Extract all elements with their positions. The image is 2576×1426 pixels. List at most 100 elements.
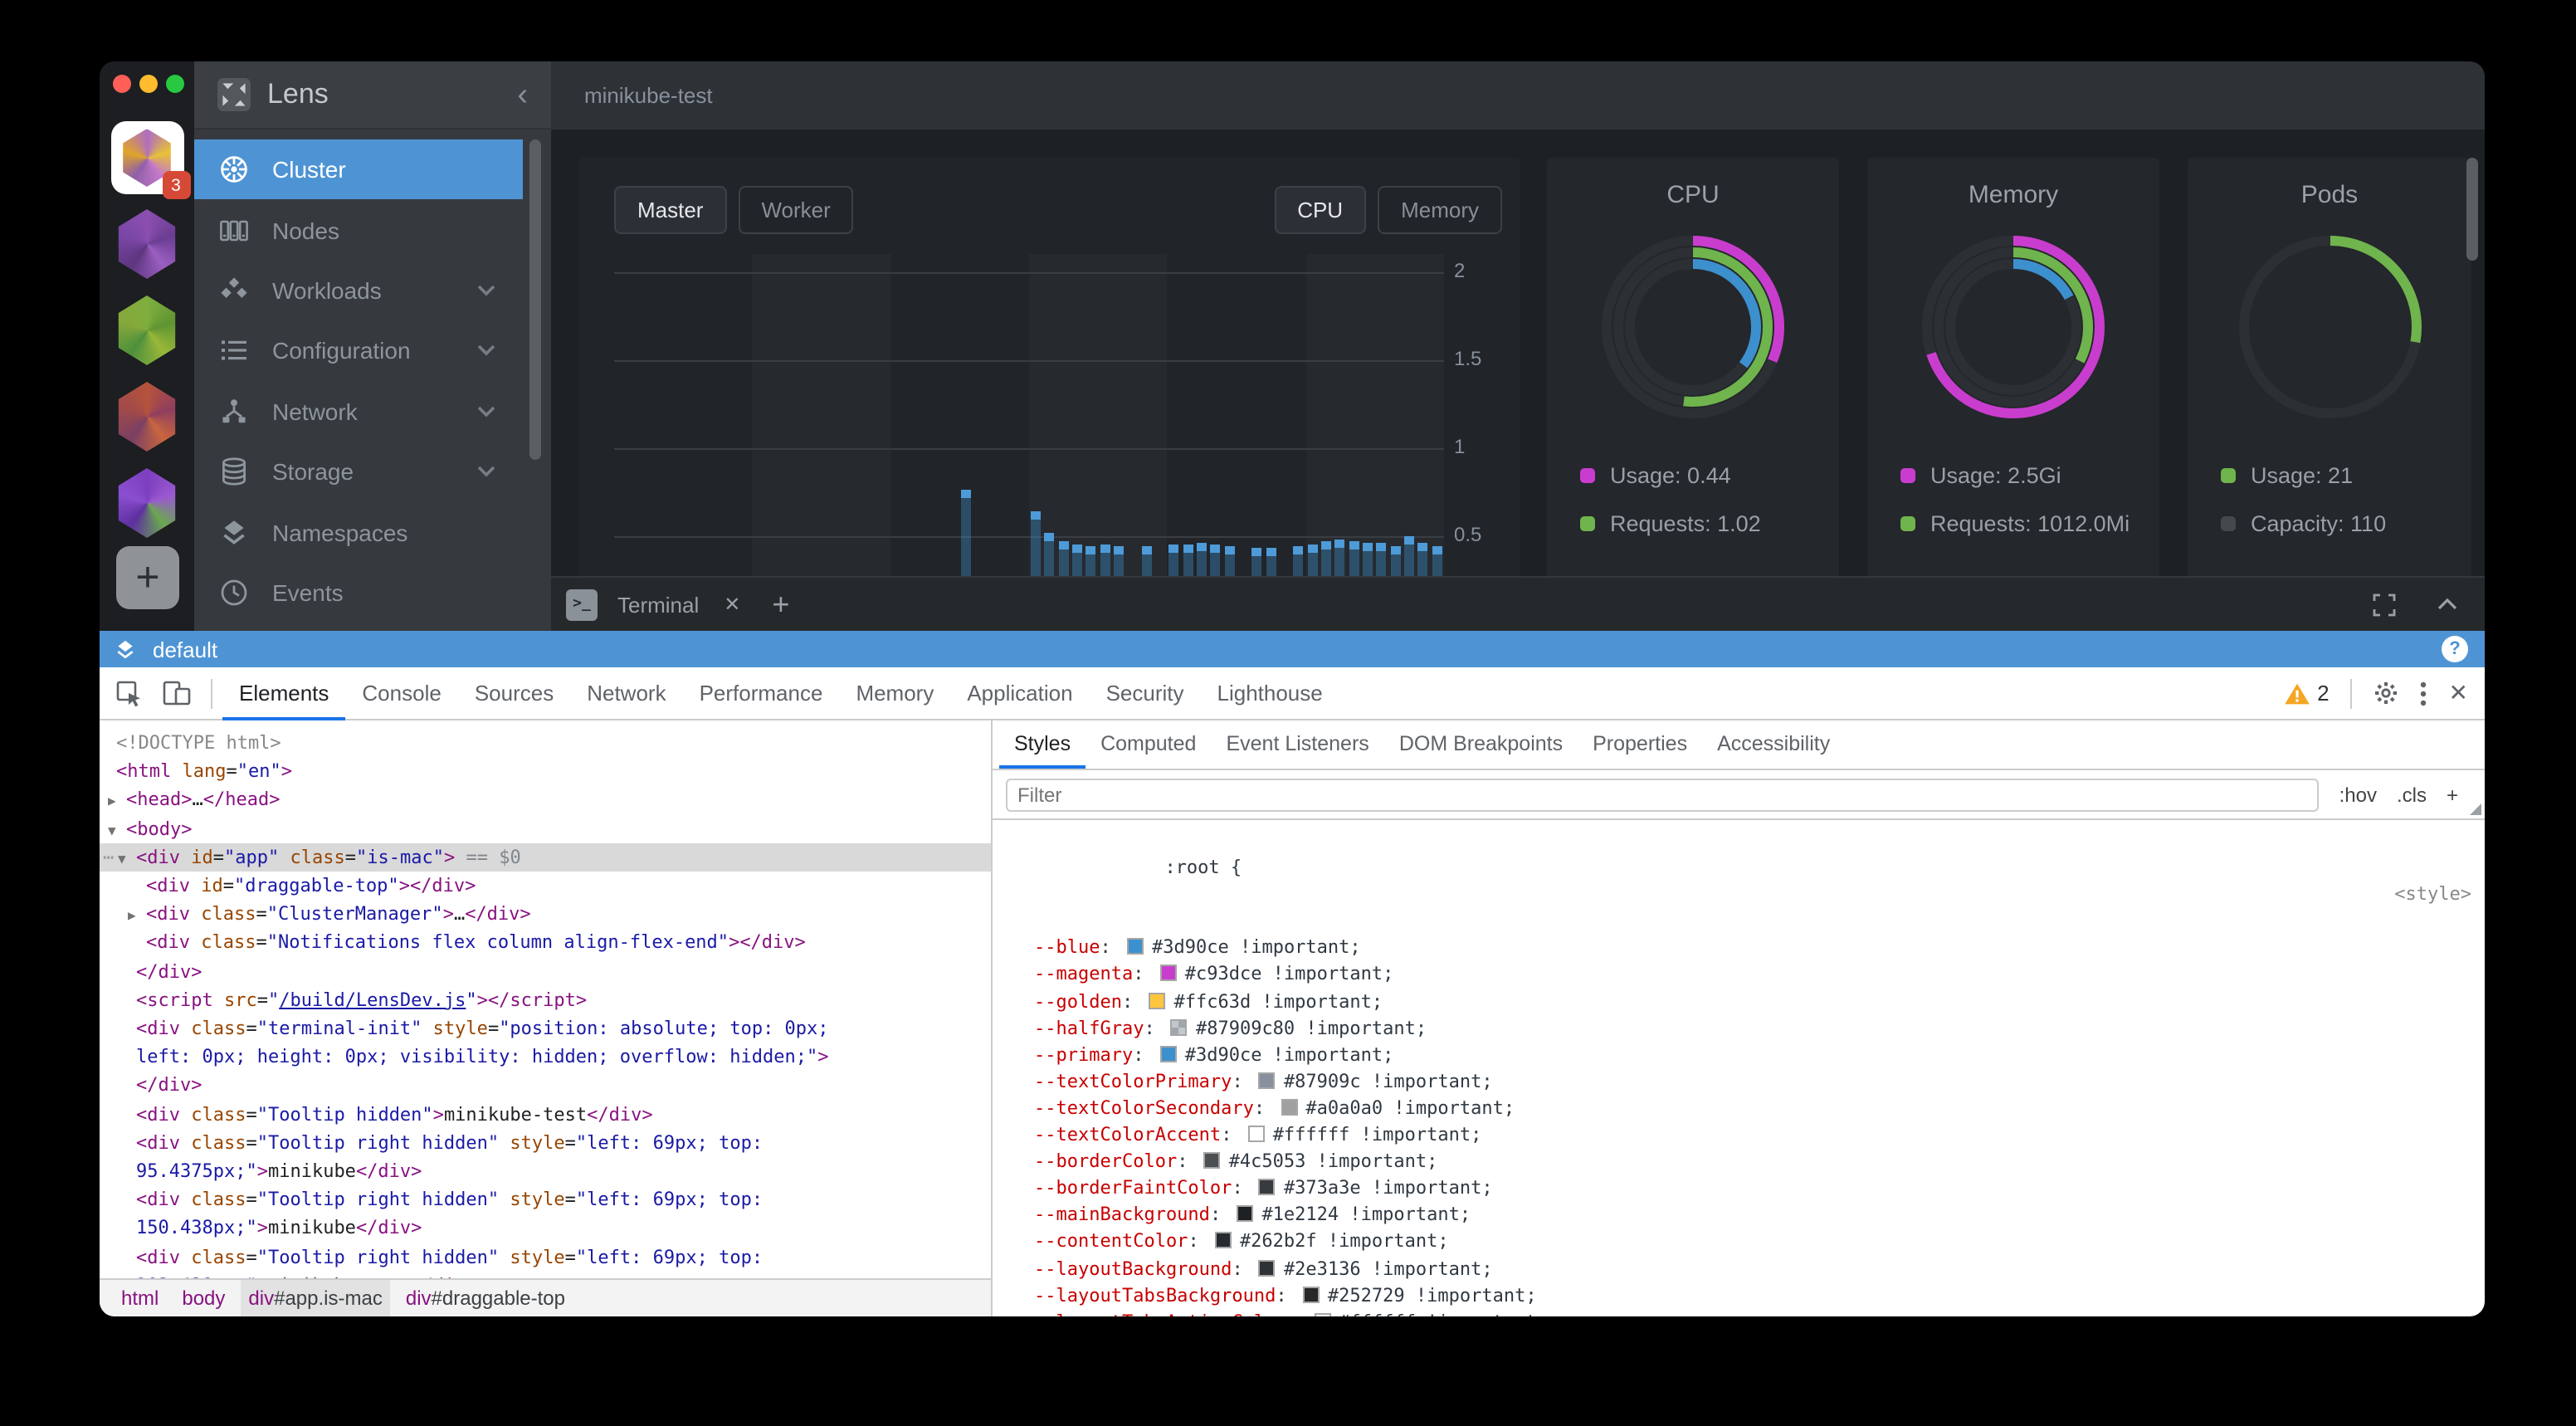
resize-grip[interactable]	[2470, 803, 2481, 815]
styles-tab-event-listeners[interactable]: Event Listeners	[1226, 732, 1369, 755]
color-swatch[interactable]	[1258, 1179, 1276, 1196]
dom-tree-node[interactable]: 150.438px;">minikube</div>	[136, 1217, 422, 1239]
sidebar-item-workloads[interactable]: Workloads	[194, 261, 523, 321]
dom-tree-node[interactable]: <!DOCTYPE html>	[116, 732, 281, 754]
expand-arrow-icon[interactable]: ▼	[108, 823, 116, 838]
css-declaration[interactable]: --layoutTabsBackground: #252729 !importa…	[1034, 1284, 1537, 1306]
node-tab-master[interactable]: Master	[614, 186, 727, 234]
cluster-icon-2[interactable]	[110, 208, 183, 281]
color-swatch[interactable]	[1302, 1286, 1320, 1303]
terminal-tab[interactable]: Terminal	[617, 592, 700, 617]
styles-tab-accessibility[interactable]: Accessibility	[1717, 732, 1831, 755]
css-declaration[interactable]: --contentColor: #262b2f !important;	[1034, 1230, 1449, 1253]
style-source-link[interactable]: <style>	[2394, 883, 2471, 906]
main-scrollbar[interactable]	[2466, 158, 2478, 261]
dom-tree-node[interactable]: 95.4375px;">minikube</div>	[136, 1160, 422, 1183]
dom-tree-node[interactable]: 203.438px;">minikube-test</div>	[100, 1272, 991, 1278]
color-swatch[interactable]	[1127, 938, 1144, 955]
node-tab-worker[interactable]: Worker	[738, 186, 854, 234]
css-declaration[interactable]: --textColorSecondary: #a0a0a0 !important…	[1034, 1096, 1515, 1119]
dom-tree-node[interactable]: <script src="/build/LensDev.js"></script…	[136, 989, 588, 1011]
kebab-menu-icon[interactable]	[2421, 680, 2427, 706]
color-swatch[interactable]	[1237, 1205, 1254, 1223]
dom-tree-node[interactable]: <div class="Tooltip hidden">minikube-tes…	[136, 1103, 653, 1126]
sidebar-item-events[interactable]: Events	[194, 562, 523, 623]
css-declaration[interactable]: --textColorAccent: #ffffff !important;	[1034, 1124, 1482, 1146]
sidebar-item-storage[interactable]: Storage	[194, 442, 523, 502]
css-declaration[interactable]: --layoutBackground: #2e3136 !important;	[1034, 1258, 1493, 1279]
devtools-tab-console[interactable]: Console	[362, 680, 442, 705]
close-window-button[interactable]	[113, 75, 131, 93]
css-declaration[interactable]: --golden: #ffc63d !important;	[1034, 990, 1383, 1013]
devtools-tab-application[interactable]: Application	[967, 680, 1073, 705]
device-toolbar-icon[interactable]	[163, 681, 191, 706]
inspect-element-icon[interactable]	[116, 680, 143, 706]
chevron-down-icon[interactable]	[476, 465, 496, 478]
dom-tree-node[interactable]: ▶ <head>…</head>	[100, 786, 991, 814]
chevron-down-icon[interactable]	[476, 405, 496, 418]
cluster-icon-5[interactable]	[110, 466, 183, 540]
devtools-tab-lighthouse[interactable]: Lighthouse	[1217, 680, 1323, 705]
warning-badge[interactable]: 2	[2284, 681, 2330, 706]
css-declaration[interactable]: --textColorPrimary: #87909c !important;	[1034, 1070, 1493, 1092]
devtools-tab-elements[interactable]: Elements	[222, 667, 345, 720]
gear-icon[interactable]	[2374, 681, 2399, 706]
namespace-bar[interactable]: default ?	[100, 631, 2485, 667]
expand-dock-icon[interactable]	[2372, 592, 2397, 617]
dom-tree-node[interactable]: <div class="Notifications flex column al…	[146, 931, 806, 954]
breadcrumb-item[interactable]: body	[182, 1287, 226, 1310]
chevron-down-icon[interactable]	[476, 344, 496, 358]
expand-arrow-icon[interactable]: ▶	[128, 908, 136, 924]
dom-tree-node[interactable]: ⋯ ▼ <div id="app" class="is-mac"> == $0	[100, 842, 991, 872]
css-declaration[interactable]: --primary: #3d90ce !important;	[1034, 1043, 1394, 1066]
metric-tab-memory[interactable]: Memory	[1378, 186, 1502, 234]
expand-arrow-icon[interactable]: ▼	[118, 851, 126, 867]
devtools-tab-security[interactable]: Security	[1105, 680, 1184, 705]
styles-filter-input[interactable]	[1006, 778, 2320, 811]
color-swatch[interactable]	[1159, 965, 1177, 982]
help-button[interactable]: ?	[2442, 636, 2468, 662]
minimize-window-button[interactable]	[139, 75, 158, 93]
sidebar-scrollbar[interactable]	[529, 139, 541, 460]
css-declaration[interactable]: --magenta: #c93dce !important;	[1034, 963, 1394, 985]
dom-tree-node[interactable]: <html lang="en">	[116, 760, 292, 783]
terminal-add-icon[interactable]: +	[772, 587, 790, 620]
cluster-icon-4[interactable]	[110, 380, 183, 453]
styles-tab-computed[interactable]: Computed	[1100, 732, 1197, 755]
terminal-close-icon[interactable]: ✕	[724, 593, 741, 616]
color-swatch[interactable]	[1159, 1045, 1177, 1062]
close-devtools-icon[interactable]: ✕	[2448, 679, 2468, 706]
devtools-tab-sources[interactable]: Sources	[474, 680, 554, 705]
chevron-down-icon[interactable]	[476, 284, 496, 297]
color-swatch[interactable]	[1170, 1018, 1188, 1036]
styles-tab-styles[interactable]: Styles	[999, 720, 1086, 769]
css-declaration[interactable]: --layoutTabsActiveColor: #ffffff !import…	[993, 1309, 2485, 1316]
collapse-dock-icon[interactable]	[2437, 598, 2458, 611]
sidebar-item-namespaces[interactable]: Namespaces	[194, 502, 523, 563]
color-swatch[interactable]	[1149, 992, 1166, 1009]
breadcrumb-item[interactable]: div#app.is-mac	[240, 1280, 391, 1316]
dom-tree-node[interactable]: </div>	[136, 960, 202, 983]
sidebar-item-cluster[interactable]: Cluster	[194, 139, 523, 200]
color-swatch[interactable]	[1258, 1259, 1276, 1276]
dom-tree-node[interactable]: <div id="draggable-top"></div>	[146, 875, 476, 897]
zoom-window-button[interactable]	[166, 75, 184, 93]
color-swatch[interactable]	[1314, 1312, 1331, 1316]
expand-arrow-icon[interactable]: ▶	[108, 794, 116, 809]
new-rule-button[interactable]: +	[2446, 783, 2458, 806]
pseudo-state-toggle[interactable]: :hov	[2339, 783, 2377, 806]
sidebar-item-network[interactable]: Network	[194, 381, 523, 442]
color-swatch[interactable]	[1258, 1072, 1276, 1089]
dom-tree-node[interactable]: ▶ <div class="ClusterManager">…</div>	[100, 900, 991, 928]
devtools-tab-memory[interactable]: Memory	[856, 680, 934, 705]
add-cluster-button[interactable]: +	[116, 546, 179, 609]
overflow-dots-icon[interactable]: ⋯	[103, 846, 115, 868]
dom-tree-node[interactable]: ▼ <body>	[100, 814, 991, 842]
color-swatch[interactable]	[1281, 1098, 1298, 1116]
css-selector[interactable]: :root {	[1164, 857, 1242, 879]
breadcrumb-item[interactable]: html	[121, 1287, 159, 1310]
css-declaration[interactable]: --blue: #3d90ce !important;	[1034, 936, 1361, 959]
css-declaration[interactable]: --halfGray: #87909c80 !important;	[1034, 1017, 1427, 1039]
dom-tree-node[interactable]: </div>	[136, 1074, 202, 1096]
color-swatch[interactable]	[1247, 1126, 1265, 1143]
